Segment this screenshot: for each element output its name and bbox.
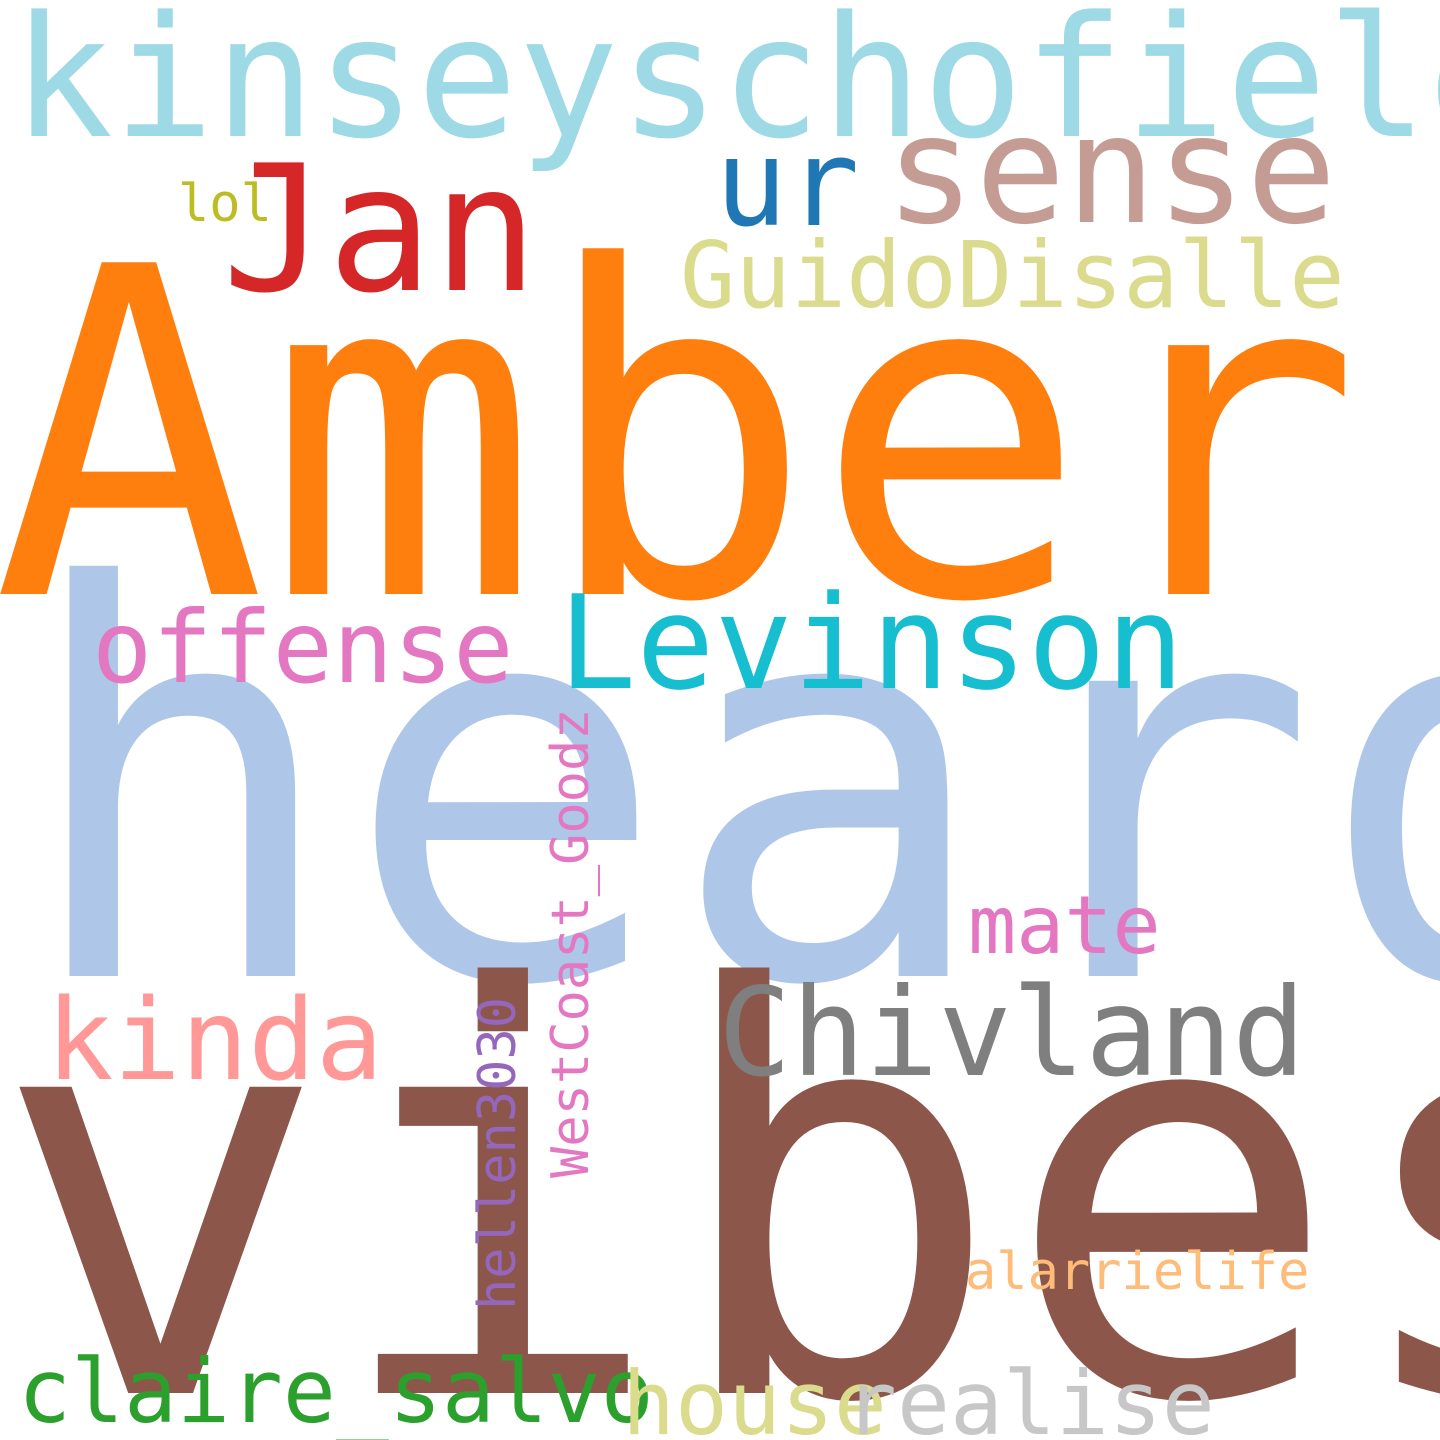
word-amber: Amber xyxy=(0,173,1362,702)
word-guidodisalle: GuidoDisalle xyxy=(680,222,1345,329)
word-mate: mate xyxy=(968,879,1161,972)
word-westcoast-goodz: WestCoast_Goodz xyxy=(541,708,601,1178)
word-vibes: vibes xyxy=(0,874,1440,1440)
word-levinson: Levinson xyxy=(558,567,1185,719)
word-realise: realise xyxy=(844,1352,1215,1440)
word-kinseyschofield: kinseyschofield xyxy=(12,0,1440,176)
word-house: house xyxy=(622,1352,887,1440)
word-heard: heard xyxy=(18,476,1440,1104)
word-sense: sense xyxy=(885,84,1337,258)
word-offense: offense xyxy=(92,589,514,706)
word-kinda: kinda xyxy=(46,976,384,1106)
word-jan: Jan xyxy=(222,129,539,332)
word-lol: lol xyxy=(178,174,272,234)
word-chivland: Chivland xyxy=(718,962,1306,1104)
word-alarrielife: alarrielife xyxy=(965,1242,1310,1302)
word-claire-salvo: claire_salvo xyxy=(18,1340,654,1440)
word-hellen3030: hellen3030 xyxy=(468,996,528,1310)
word-ur: ur xyxy=(715,115,860,254)
